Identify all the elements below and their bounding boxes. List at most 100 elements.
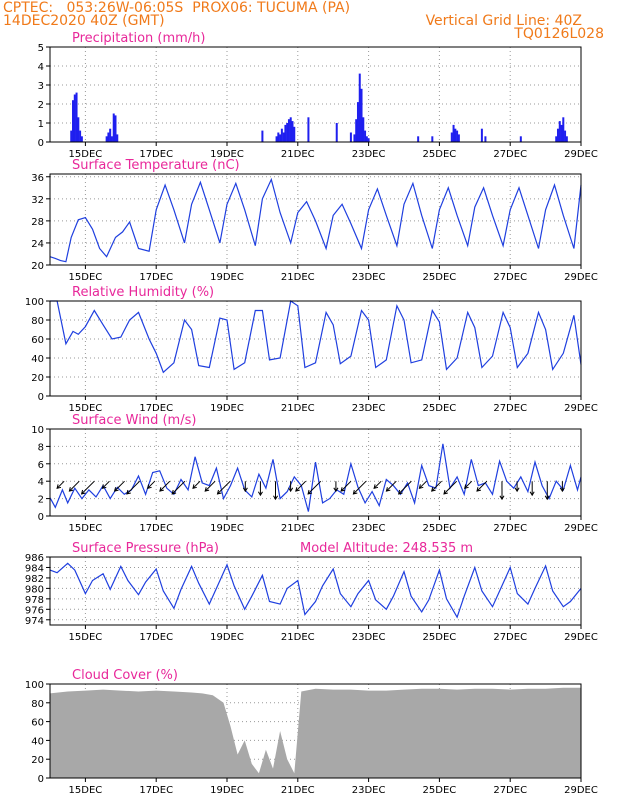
precipitation-bar [112,113,115,142]
pressure-title: Surface Pressure (hPa) [72,541,219,556]
cloud-cover-xtick-label: 29DEC [564,785,598,796]
humidity-xtick-label: 23DEC [352,403,386,414]
wind-arrow [476,480,488,492]
wind-ytick-label: 10 [31,425,44,436]
temperature-panel: 20 24 28 32 36 15DEC 17DEC 19DEC 21DEC 23DEC 25DEC… [31,158,598,283]
precipitation-bar [109,128,112,142]
humidity-ytick-label: 60 [31,335,44,346]
pressure-xtick-label: 23DEC [352,632,386,643]
humidity-xtick-label: 15DEC [69,403,103,414]
temperature-frame [49,173,582,266]
wind-arrow [159,480,171,492]
humidity-ytick-label: 40 [31,354,44,365]
humidity-xtick-label: 25DEC [423,403,457,414]
precipitation-bar [457,134,460,142]
cloud-cover-xtick-label: 15DEC [69,785,103,796]
temperature-title: Surface Temperature (nC) [72,158,240,173]
precipitation-bar [291,121,294,142]
precipitation-xtick-label: 15DEC [69,149,103,160]
humidity-frame [49,300,582,397]
cloud-cover-xtick-label: 17DEC [139,785,173,796]
precipitation-bar [70,130,73,142]
precipitation-bar [358,73,361,142]
wind-xtick-label: 29DEC [564,523,598,534]
wind-arrow [431,480,442,492]
precipitation-bar [452,124,455,142]
pressure-xtick-label: 19DEC [210,632,244,643]
precipitation-bar [107,132,110,142]
wind-arrow [307,480,322,495]
wind-arrowhead [418,484,424,489]
wind-arrow [373,480,382,489]
wind-frame [49,428,582,517]
precipitation-bar [360,88,363,142]
temperature-xtick-label: 27DEC [493,272,527,283]
wind-ytick-label: 4 [38,477,44,488]
temperature-ytick-label: 20 [31,261,44,272]
temperature-ytick-label: 24 [31,239,44,250]
precipitation-bar [556,128,559,142]
temperature-xtick-label: 19DEC [210,272,244,283]
precipitation-bar [365,136,368,142]
pressure-xtick-label: 17DEC [139,632,173,643]
wind-arrow [419,480,427,489]
precipitation-bar [564,130,567,142]
humidity-xtick-label: 21DEC [281,403,315,414]
precipitation-xtick-label: 17DEC [139,149,173,160]
temperature-xtick-label: 25DEC [423,272,457,283]
temperature-xtick-label: 17DEC [139,272,173,283]
wind-arrowhead [273,495,279,501]
precipitation-bar [356,102,359,142]
pressure-ytick-label: 976 [25,605,44,616]
precipitation-bar [480,128,483,142]
precipitation-xtick-label: 25DEC [423,149,457,160]
wind-xtick-label: 25DEC [423,523,457,534]
temperature-xtick-label: 29DEC [564,272,598,283]
wind-arrowhead [257,491,263,497]
humidity-ytick-label: 100 [25,297,44,308]
cloud-cover-xtick-label: 21DEC [281,785,315,796]
wind-arrowhead [295,487,300,492]
pressure-ytick-label: 980 [25,584,44,595]
wind-arrow [295,480,307,492]
pressure-xtick-label: 21DEC [281,632,315,643]
wind-arrowhead [340,487,346,492]
humidity-panel: 0 20 40 60 80 100 15DEC 17DEC 19DEC 21DEC 23DEC 25D… [25,285,598,414]
wind-xtick-label: 17DEC [139,523,173,534]
wind-xtick-label: 15DEC [69,523,103,534]
precipitation-bar [114,115,117,142]
wind-title: Surface Wind (m/s) [72,413,196,428]
wind-arrowhead [307,489,313,495]
temperature-xtick-label: 21DEC [281,272,315,283]
wind-arrowhead [529,491,535,497]
precipitation-bar [275,136,278,142]
wind-ytick-label: 2 [38,495,44,506]
pressure-frame [49,556,582,626]
temperature-line [49,177,582,263]
precipitation-bar [335,123,338,142]
wind-arrowhead [68,487,74,492]
precipitation-bar [105,136,108,142]
wind-arrowhead [56,484,62,489]
precipitation-bar [277,132,280,142]
precipitation-bar [454,128,457,142]
header-code: TQ0126L028 [514,26,604,42]
temperature-xtick-label: 15DEC [69,272,103,283]
humidity-ytick-label: 0 [38,392,44,403]
wind-ytick-label: 8 [38,442,44,453]
cloud-cover-ytick-label: 0 [38,774,44,785]
humidity-ytick-label: 20 [31,373,44,384]
humidity-title: Relative Humidity (%) [72,285,214,300]
precipitation-bar [565,136,568,142]
wind-arrowhead [544,495,550,501]
precipitation-bar [367,138,370,142]
wind-arrow [171,480,186,495]
wind-xtick-label: 21DEC [281,523,315,534]
header-coords: 053:26W-06:05S [66,0,184,16]
precipitation-bar [261,130,264,142]
wind-panel: 0 2 4 6 8 10 15DEC 17DEC 19DEC 21DEC 23DEC 25DEC 27D… [31,413,598,534]
wind-arrowhead [113,487,119,492]
wind-arrow [340,480,352,492]
wind-arrowhead [431,487,436,492]
pressure-xtick-label: 27DEC [493,632,527,643]
